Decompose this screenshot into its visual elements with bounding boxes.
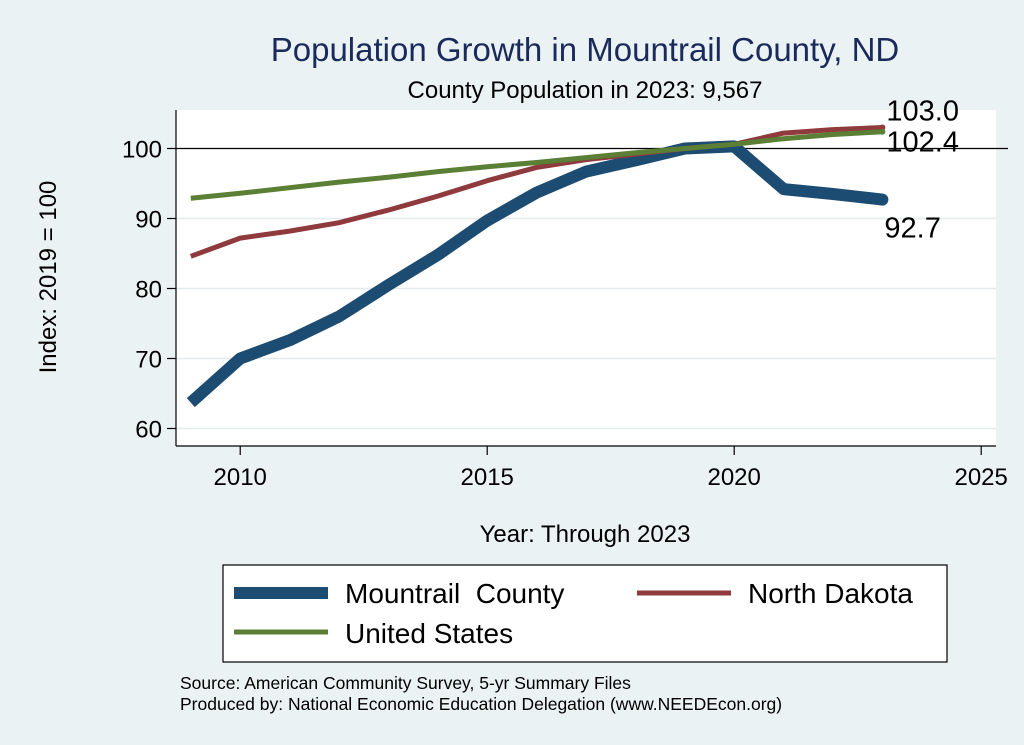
series-group <box>186 124 889 408</box>
x-axis-title: Year: Through 2023 <box>480 521 691 548</box>
y-tick-label-90: 90 <box>135 207 162 234</box>
series-end-point-mountrail <box>876 193 889 206</box>
series-end-point-united-states <box>879 128 886 135</box>
series-line-mountrail <box>186 140 884 408</box>
source-note: Source: American Community Survey, 5-yr … <box>180 673 631 693</box>
legend-label-mountrail: Mountrail County <box>345 578 564 609</box>
produced-by-note: Produced by: National Economic Education… <box>180 694 782 714</box>
series-end-point-north-dakota <box>879 124 886 131</box>
y-tick-label-60: 60 <box>135 417 162 444</box>
end-label-north-dakota: 103.0 <box>886 96 959 128</box>
y-tick-label-100: 100 <box>122 137 162 164</box>
x-tick-label-2020: 2020 <box>707 464 760 491</box>
end-label-united-states: 102.4 <box>886 127 959 159</box>
y-tick-label-70: 70 <box>135 347 162 374</box>
series-line-united-states <box>190 129 883 201</box>
gridlines <box>176 217 996 430</box>
x-tick-label-2015: 2015 <box>461 464 514 491</box>
end-label-mountrail: 92.7 <box>884 213 940 245</box>
y-axis-title: Index: 2019 = 100 <box>35 181 62 374</box>
x-tick-label-2010: 2010 <box>214 464 267 491</box>
chart-title: Population Growth in Mountrail County, N… <box>271 31 900 68</box>
legend-label-north-dakota: North Dakota <box>748 578 913 609</box>
series-line-north-dakota <box>189 125 883 259</box>
y-tick-label-80: 80 <box>135 277 162 304</box>
chart-subtitle: County Population in 2023: 9,567 <box>408 77 763 104</box>
y-axis-ticks: 60 70 80 90 100 <box>122 137 176 444</box>
legend-label-united-states: United States <box>345 618 513 649</box>
legend-box <box>222 564 948 663</box>
x-axis-ticks: 2010 2015 2020 2025 <box>214 446 1008 491</box>
x-tick-label-2025: 2025 <box>954 464 1007 491</box>
